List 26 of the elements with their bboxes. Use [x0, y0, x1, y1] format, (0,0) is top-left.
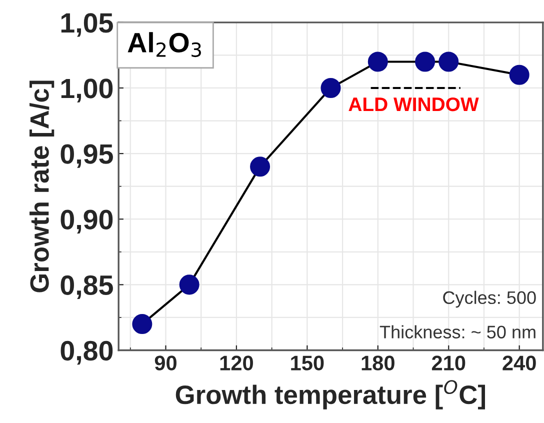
y-tick-label: 0,95 — [60, 144, 113, 168]
point — [509, 64, 530, 85]
x-tick-label: 150 — [291, 356, 324, 370]
annotation: Al$_{2}$O$_{3}$ — [128, 32, 201, 58]
y-tick-label: 0,85 — [60, 275, 113, 300]
x-axis-title: Growth temperature [$^{O}$C] — [176, 380, 485, 410]
x-tick-label: 120 — [220, 356, 253, 370]
point — [415, 52, 436, 72]
y-tick-label: 1,05 — [61, 13, 113, 37]
point — [132, 314, 152, 334]
point — [320, 78, 341, 98]
x-tick-label: 210 — [432, 356, 466, 370]
point — [250, 156, 270, 177]
annotation: Thickness: ~ 50 nm — [380, 325, 536, 338]
y-tick-label: 1,00 — [61, 78, 113, 102]
y-tick-label: 0,90 — [60, 210, 113, 234]
x-tick-label: 180 — [362, 356, 394, 370]
y-axis-title: Growth rate [A/c] — [30, 80, 54, 292]
point — [438, 52, 459, 72]
x-tick-label: 240 — [502, 356, 536, 370]
x-tick-label: 90 — [154, 356, 176, 370]
annotation: ALD WINDOW — [348, 97, 479, 112]
point — [368, 52, 388, 72]
annotation: Cycles: 500 — [443, 290, 536, 308]
point — [179, 274, 200, 295]
y-tick-label: 0,80 — [60, 340, 113, 365]
